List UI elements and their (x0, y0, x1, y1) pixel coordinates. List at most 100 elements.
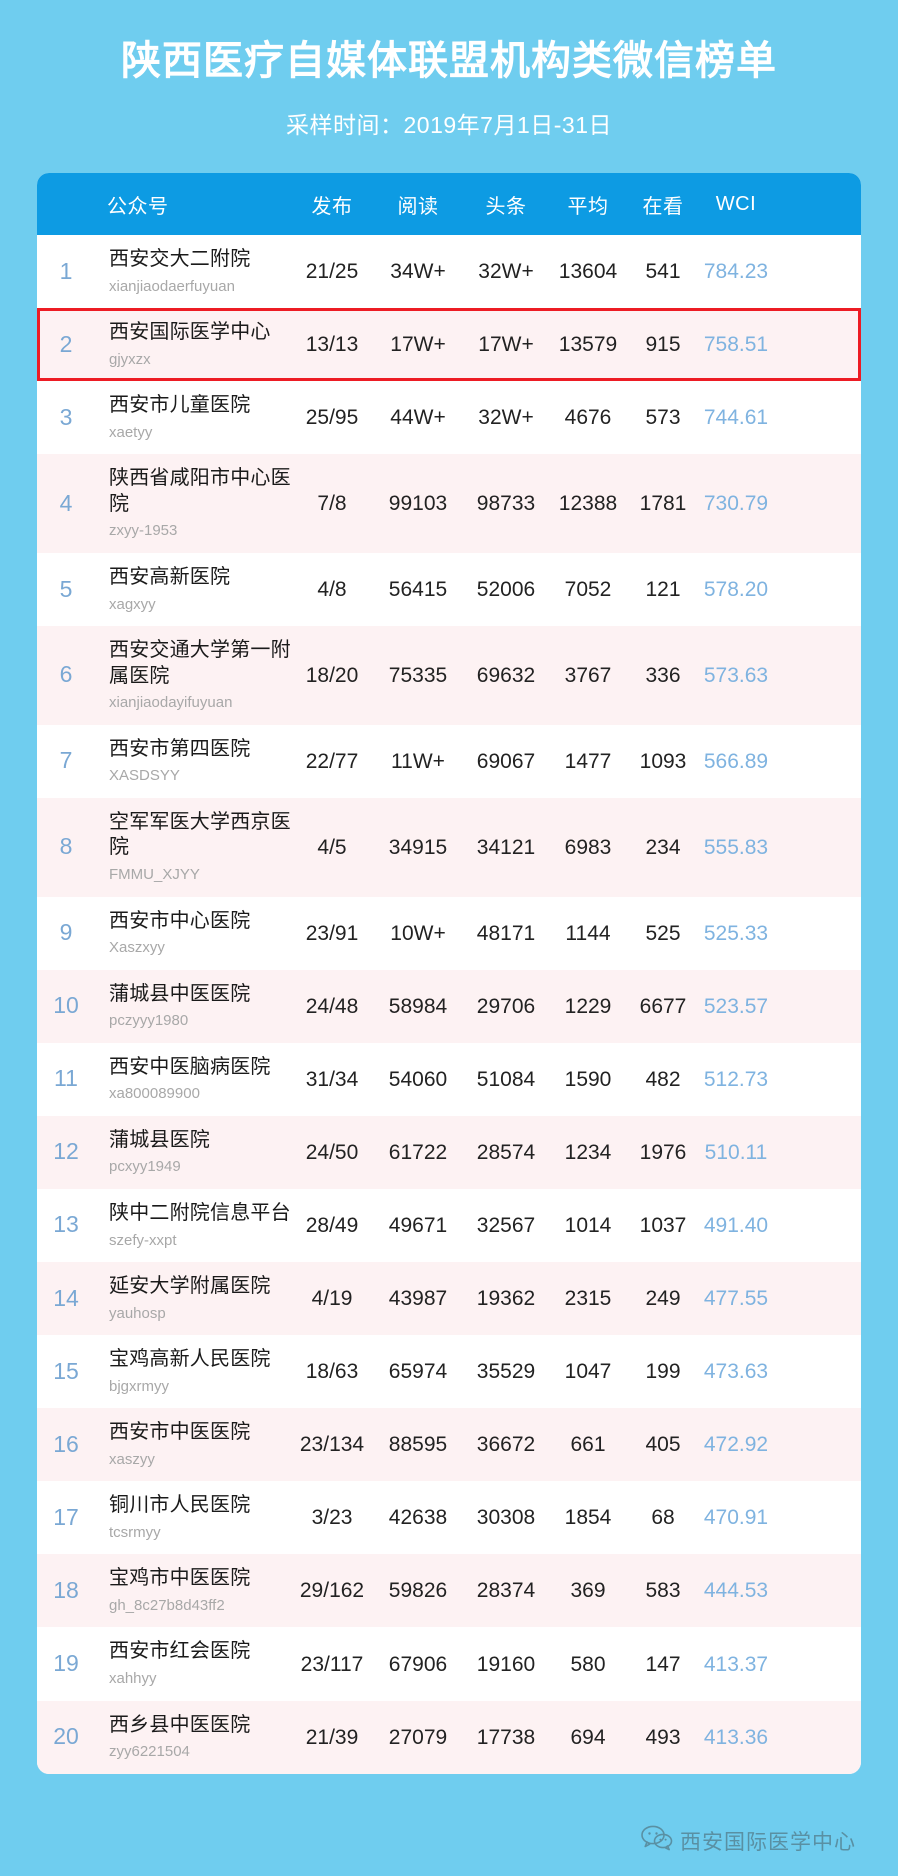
table-header-row: 公众号 发布 阅读 头条 平均 在看 WCI (37, 173, 861, 235)
rank-value: 18 (53, 1576, 79, 1603)
row-read: 65974 (388, 1360, 448, 1384)
table-row[interactable]: 5 西安高新医院 xagxyy 4/8 56415 52006 7052 121 578.20 (37, 552, 861, 627)
row-account[interactable]: 西安交大二附院 xianjiaodaerfuyuan (95, 247, 291, 296)
row-publish: 31/34 (305, 1067, 359, 1091)
row-headline: 17W+ (478, 333, 534, 357)
row-rank: 9 (37, 921, 95, 945)
row-rank: 13 (37, 1213, 95, 1237)
table-row[interactable]: 7 西安市第四医院 XASDSYY 22/77 11W+ 69067 1477 1093 566… (37, 724, 861, 798)
row-account[interactable]: 西安国际医学中心 gjyxzx (95, 320, 291, 369)
rank-value: 10 (53, 992, 79, 1019)
row-account[interactable]: 西乡县中医医院 zyy6221504 (95, 1713, 291, 1762)
row-publish: 28/49 (305, 1213, 359, 1237)
row-headline: 19362 (476, 1287, 536, 1311)
table-row[interactable]: 11 西安中医脑病医院 xa800089900 31/34 54060 51084 1590… (37, 1042, 861, 1116)
row-rank: 11 (37, 1067, 95, 1091)
table-row[interactable]: 2 西安国际医学中心 gjyxzx 13/13 17W+ 17W+ 13579 915 758.… (37, 308, 861, 382)
row-account[interactable]: 宝鸡高新人民医院 bjgxrmyy (95, 1347, 291, 1396)
table-row[interactable]: 8 空军军医大学西京医院 FMMU_XJYY 4/5 34915 34121 6983 234… (37, 797, 861, 897)
row-account[interactable]: 延安大学附属医院 yauhosp (95, 1274, 291, 1323)
account-name: 空军军医大学西京医院 (109, 810, 291, 859)
rank-value: 4 (59, 489, 73, 516)
row-watching: 234 (645, 835, 681, 859)
rank-value: 9 (59, 919, 73, 946)
row-watching: 541 (645, 260, 681, 284)
table-row[interactable]: 12 蒲城县医院 pcxyy1949 24/50 61722 28574 1234 1976 5… (37, 1115, 861, 1189)
row-publish: 3/23 (311, 1506, 353, 1530)
row-account[interactable]: 宝鸡市中医医院 gh_8c27b8d43ff2 (95, 1566, 291, 1615)
account-id: Xaszxyy (109, 939, 165, 957)
account-id: zyy6221504 (109, 1743, 190, 1761)
account-id: XASDSYY (109, 767, 180, 785)
row-account[interactable]: 西安市中医医院 xaszyy (95, 1420, 291, 1469)
account-name: 西安交通大学第一附属医院 (109, 639, 291, 687)
account-id: FMMU_XJYY (109, 866, 200, 884)
row-watching: 915 (645, 333, 681, 357)
row-account[interactable]: 空军军医大学西京医院 FMMU_XJYY (95, 810, 291, 885)
account-id: xahhyy (109, 1670, 157, 1688)
page-header: 陕西医疗自媒体联盟机构类微信榜单 采样时间：2019年7月1日-31日 (37, 0, 861, 140)
row-account[interactable]: 西安中医脑病医院 xa800089900 (95, 1055, 291, 1104)
row-account[interactable]: 陕中二附院信息平台 szefy-xxpt (95, 1201, 291, 1250)
table-row[interactable]: 10 蒲城县中医医院 pczyyy1980 24/48 58984 29706 1229 66… (37, 969, 861, 1043)
row-account[interactable]: 陕西省咸阳市中心医院 zxyy-1953 (95, 466, 291, 541)
row-headline: 29706 (476, 994, 536, 1018)
row-publish: 21/25 (305, 260, 359, 284)
table-row[interactable]: 15 宝鸡高新人民医院 bjgxrmyy 18/63 65974 35529 1047 199… (37, 1335, 861, 1409)
table-row[interactable]: 18 宝鸡市中医医院 gh_8c27b8d43ff2 29/162 59826 28374… (37, 1554, 861, 1628)
table-row[interactable]: 20 西乡县中医医院 zyy6221504 21/39 27079 17738 694 493… (37, 1700, 861, 1774)
account-id: tcsrmyy (109, 1523, 161, 1541)
row-watching: 1093 (639, 749, 687, 773)
row-watching: 405 (645, 1433, 681, 1457)
row-read: 11W+ (391, 749, 445, 773)
row-headline: 98733 (476, 492, 536, 516)
table-row[interactable]: 13 陕中二附院信息平台 szefy-xxpt 28/49 49671 32567 1014… (37, 1188, 861, 1262)
table-row[interactable]: 3 西安市儿童医院 xaetyy 25/95 44W+ 32W+ 4676 573 744.61 (37, 381, 861, 455)
table-row[interactable]: 14 延安大学附属医院 yauhosp 4/19 43987 19362 2315 249 47… (37, 1262, 861, 1336)
row-rank: 14 (37, 1286, 95, 1311)
table-row[interactable]: 9 西安市中心医院 Xaszxyy 23/91 10W+ 48171 1144 525 525.… (37, 896, 861, 970)
account-id: xaszyy (109, 1450, 155, 1468)
table-row[interactable]: 6 西安交通大学第一附属医院 xianjiaodayifuyuan 18/20 7533… (37, 626, 861, 725)
row-headline: 28374 (476, 1579, 536, 1603)
row-publish: 25/95 (305, 406, 359, 430)
table-row[interactable]: 17 铜川市人民医院 tcsrmyy 3/23 42638 30308 1854 68 470.… (37, 1481, 861, 1555)
row-rank: 20 (37, 1725, 95, 1749)
row-read: 54060 (388, 1067, 448, 1091)
row-watching: 1781 (639, 492, 687, 516)
table-row[interactable]: 1 西安交大二附院 xianjiaodaerfuyuan 21/25 34W+ 32W+ 1… (37, 235, 861, 309)
account-name: 西安交大二附院 (109, 248, 251, 270)
wechat-icon (641, 1825, 673, 1856)
row-wci: 523.57 (703, 994, 769, 1018)
row-watching: 573 (645, 406, 681, 430)
row-account[interactable]: 铜川市人民医院 tcsrmyy (95, 1493, 291, 1542)
table-row[interactable]: 16 西安市中医医院 xaszyy 23/134 88595 36672 661 405 472… (37, 1408, 861, 1482)
account-name: 西安市中心医院 (109, 909, 251, 932)
row-read: 10W+ (390, 921, 446, 945)
row-read: 75335 (388, 663, 448, 687)
row-wci: 758.51 (703, 333, 769, 357)
row-rank: 8 (37, 835, 95, 859)
row-account[interactable]: 蒲城县中医医院 pczyyy1980 (95, 982, 291, 1031)
row-headline: 32567 (476, 1213, 536, 1237)
row-account[interactable]: 蒲城县医院 pcxyy1949 (95, 1128, 291, 1177)
row-account[interactable]: 西安交通大学第一附属医院 xianjiaodayifuyuan (95, 638, 291, 713)
row-account[interactable]: 西安市第四医院 XASDSYY (95, 737, 291, 786)
row-account[interactable]: 西安市中心医院 Xaszxyy (95, 909, 291, 958)
table-row[interactable]: 4 陕西省咸阳市中心医院 zxyy-1953 7/8 99103 98733 12388 17… (37, 454, 861, 553)
row-average: 1144 (565, 921, 611, 945)
row-account[interactable]: 西安市儿童医院 xaetyy (95, 393, 291, 442)
table-row[interactable]: 19 西安市红会医院 xahhyy 23/117 67906 19160 580 147 413… (37, 1627, 861, 1701)
row-account[interactable]: 西安高新医院 xagxyy (95, 565, 291, 614)
row-average: 4676 (564, 406, 612, 430)
rank-value: 19 (53, 1650, 79, 1677)
row-wci: 473.63 (703, 1360, 769, 1384)
row-watching: 199 (645, 1360, 681, 1384)
rank-value: 13 (53, 1211, 79, 1238)
row-wci: 491.40 (703, 1213, 769, 1237)
row-account[interactable]: 西安市红会医院 xahhyy (95, 1639, 291, 1688)
row-publish: 24/50 (305, 1140, 359, 1164)
rank-value: 3 (59, 403, 73, 430)
row-rank: 7 (37, 749, 95, 773)
